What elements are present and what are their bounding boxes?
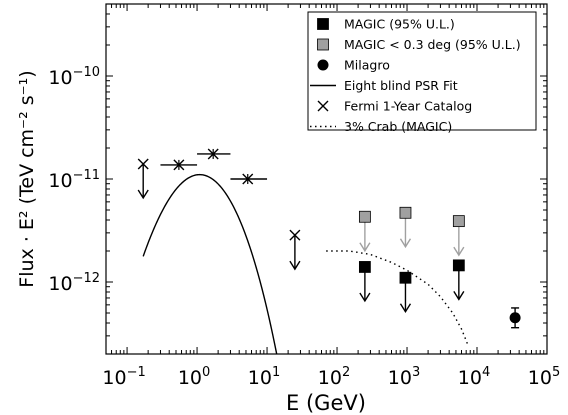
upper-limit-arrow-head [289, 260, 301, 271]
legend-marker [317, 38, 329, 51]
legend-label: Eight blind PSR Fit [344, 78, 458, 93]
x-axis-label: E (GeV) [286, 391, 366, 415]
upper-limit-arrow-head [359, 242, 371, 253]
upper-limit-arrow-head [137, 189, 149, 200]
x-tick-label: 102 [318, 365, 350, 389]
x-tick-label: 103 [388, 365, 420, 389]
y-axis-label: Flux · E² (TeV cm⁻² s⁻¹) [16, 70, 38, 287]
crab-line [326, 250, 469, 347]
y-tick-label: 10−12 [48, 271, 100, 295]
legend-label: 3% Crab (MAGIC) [344, 119, 452, 134]
data-point [358, 261, 371, 273]
legend-label: Fermi 1-Year Catalog [344, 99, 472, 114]
legend-marker [317, 18, 329, 30]
data-point [399, 206, 412, 219]
data-point [452, 259, 465, 272]
upper-limit-arrow-head [453, 246, 465, 257]
series-square [358, 206, 465, 257]
legend-label: Milagro [344, 58, 390, 73]
legend-box [307, 11, 537, 131]
legend-marker [317, 59, 329, 71]
data-point [399, 271, 412, 284]
upper-limit-arrow-head [359, 292, 371, 303]
series-x [137, 148, 301, 271]
series-solid [142, 173, 278, 354]
legend: MAGIC (95% U.L.) MAGIC < 0.3 deg (95% U.L… [307, 11, 537, 134]
data-point [137, 158, 149, 170]
legend-label: MAGIC < 0.3 deg (95% U.L.) [344, 37, 521, 52]
y-tick-label: 10−11 [48, 168, 100, 192]
x-tick-label: 10−1 [102, 365, 145, 389]
legend-marker [317, 100, 329, 112]
data-point [289, 229, 301, 241]
legend-label: MAGIC (95% U.L.) [344, 17, 455, 32]
x-tick-label: 100 [178, 365, 210, 389]
plot-frame [105, 3, 548, 355]
data-point [509, 312, 521, 324]
y-tick-label: 10−10 [48, 65, 100, 89]
series-dotted [326, 250, 469, 347]
x-tick-label: 104 [458, 365, 490, 389]
data-point [452, 215, 465, 228]
upper-limit-arrow-head [399, 303, 412, 314]
fit-line [142, 173, 278, 354]
plot-area [137, 148, 521, 354]
series-square [358, 259, 465, 314]
upper-limit-arrow-head [453, 291, 465, 301]
series-circle [509, 307, 521, 329]
upper-limit-arrow-head [399, 238, 412, 249]
tick-labels: 10−1 100 101 102 103 104 105 10−12 10−11 10−10 [48, 65, 560, 389]
x-tick-label: 101 [248, 365, 280, 389]
data-point [358, 210, 371, 223]
x-tick-label: 105 [528, 365, 560, 389]
